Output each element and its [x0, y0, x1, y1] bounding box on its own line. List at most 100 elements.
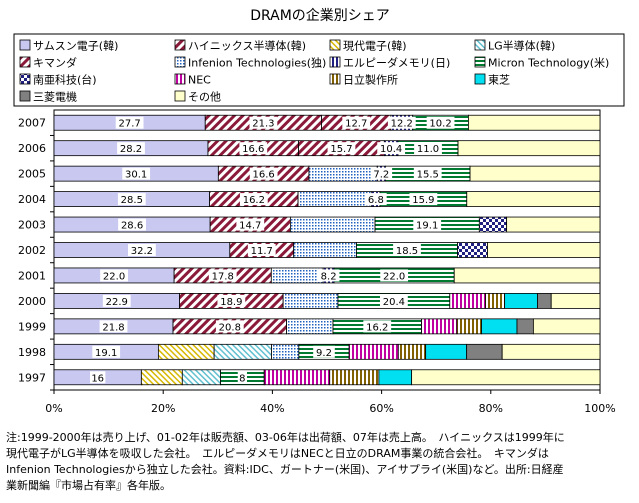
footnote-line: 業新聞編『市場占有率』各年版。 [6, 479, 171, 492]
bar-segment [466, 191, 601, 207]
data-label: 8 [239, 373, 245, 384]
category-label: 1997 [18, 371, 46, 384]
data-label: 15.9 [412, 195, 434, 206]
data-label: 9.2 [316, 348, 332, 359]
legend-label: Infenion Technologies(独) [188, 57, 326, 70]
data-label: 21.3 [252, 119, 274, 130]
bar-segment [140, 369, 183, 386]
legend-swatch [474, 39, 486, 51]
legend-label: Micron Technology(米) [488, 57, 609, 70]
legend-label: LG半導体(韓) [488, 39, 555, 53]
bar-segment [506, 216, 601, 233]
data-label: 16.2 [243, 195, 265, 206]
bar-segment [449, 293, 486, 309]
data-label: 21.8 [102, 322, 124, 333]
legend-label: キマンダ [33, 56, 77, 70]
bar-segment [271, 343, 300, 360]
data-label: 15.5 [417, 170, 439, 181]
bar-segment [270, 267, 324, 284]
bar-segment [421, 318, 458, 335]
data-label: 16.6 [253, 170, 275, 181]
legend-swatch [474, 73, 486, 85]
bar-segment [487, 242, 601, 258]
legend-swatch [19, 56, 31, 68]
bar-segment [293, 242, 357, 258]
legend-swatch [174, 90, 186, 102]
category-label: 2003 [18, 219, 46, 232]
legend-swatch [19, 90, 31, 102]
bar-segment [466, 343, 503, 360]
data-label: 17.8 [212, 271, 234, 282]
bar-segment [532, 318, 601, 335]
data-label: 16.6 [242, 144, 264, 155]
legend-label: 三菱電機 [33, 90, 77, 104]
chart-title: DRAMの企業別シェア [250, 7, 390, 24]
legend-swatch [174, 73, 186, 85]
data-label: 14.7 [239, 221, 261, 232]
data-label: 19.1 [95, 348, 117, 359]
bar-segment [468, 114, 601, 131]
legend-label: 東芝 [488, 74, 510, 87]
bar-segment [485, 293, 506, 309]
data-label: 28.5 [121, 195, 143, 206]
footnote-line: 注:1999-2000年は売り上げ、01-02年は販売額、03-06年は出荷額、… [6, 431, 565, 444]
category-label: 2005 [18, 168, 46, 181]
x-tick-label: 100% [584, 402, 615, 415]
bar-segment [453, 267, 601, 284]
data-label: 10.2 [429, 119, 451, 130]
category-label: 1999 [18, 320, 46, 333]
footnote-line: Infenion Technologiesから独立した会社。資料:IDC、ガート… [6, 463, 564, 476]
category-label: 2001 [18, 269, 46, 282]
data-label: 11.7 [251, 246, 273, 257]
bar-segment [516, 318, 534, 335]
data-label: 30.1 [125, 170, 147, 181]
bar-segment [537, 293, 552, 309]
legend-label: 日立製作所 [343, 73, 398, 87]
bar-segment [297, 191, 373, 207]
chart: DRAMの企業別シェア サムスン電子(韓) ハイニックス半導体(韓) 現代電子(韓)… [13, 7, 625, 415]
bar-segment [501, 343, 601, 360]
category-label: 2004 [18, 193, 46, 206]
footnote: 注:1999-2000年は売り上げ、01-02年は販売額、03-06年は出荷額、… [6, 430, 634, 494]
data-label: 15.7 [330, 144, 352, 155]
data-label: 10.4 [380, 144, 402, 155]
bar-segment [290, 216, 376, 233]
data-label: 7.2 [373, 170, 389, 181]
legend-label: 南亜科技(台) [33, 73, 97, 87]
legend: サムスン電子(韓) ハイニックス半導体(韓) 現代電子(韓) LG半導体(韓) キマンダ… [13, 33, 625, 107]
data-label: 16 [91, 373, 104, 384]
x-tick-label: 0% [45, 402, 62, 415]
data-label: 12.2 [391, 119, 413, 130]
bar-segment [411, 369, 601, 386]
category-label: 1998 [18, 346, 46, 359]
data-label: 11.0 [417, 144, 439, 155]
legend-swatch [19, 73, 31, 85]
data-label: 32.2 [131, 246, 153, 257]
x-tick-label: 40% [260, 402, 284, 415]
bar-segment [378, 369, 413, 386]
bar-segment [457, 140, 601, 157]
data-label: 8.2 [321, 271, 337, 282]
bar-segment [282, 293, 339, 309]
bar-segment [550, 293, 601, 309]
bar-segment [348, 343, 399, 360]
category-label: 2000 [18, 295, 46, 308]
bar-segment [456, 318, 482, 335]
data-label: 20.4 [383, 297, 405, 308]
bar-segment [457, 242, 488, 258]
data-label: 22.0 [103, 271, 125, 282]
data-label: 22.0 [383, 271, 405, 282]
bar-segment [286, 318, 334, 335]
category-label: 2007 [18, 117, 46, 130]
data-label: 16.2 [366, 322, 388, 333]
x-tick-label: 80% [479, 402, 503, 415]
bar-segment [397, 343, 427, 360]
data-label: 22.9 [106, 297, 128, 308]
data-label: 28.2 [120, 144, 142, 155]
legend-label: NEC [188, 74, 211, 87]
data-label: 12.7 [345, 119, 367, 130]
legend-label: ハイニックス半導体(韓) [188, 39, 306, 53]
legend-swatch [329, 73, 341, 85]
legend-swatch [474, 56, 486, 68]
bar-segment [425, 343, 468, 360]
